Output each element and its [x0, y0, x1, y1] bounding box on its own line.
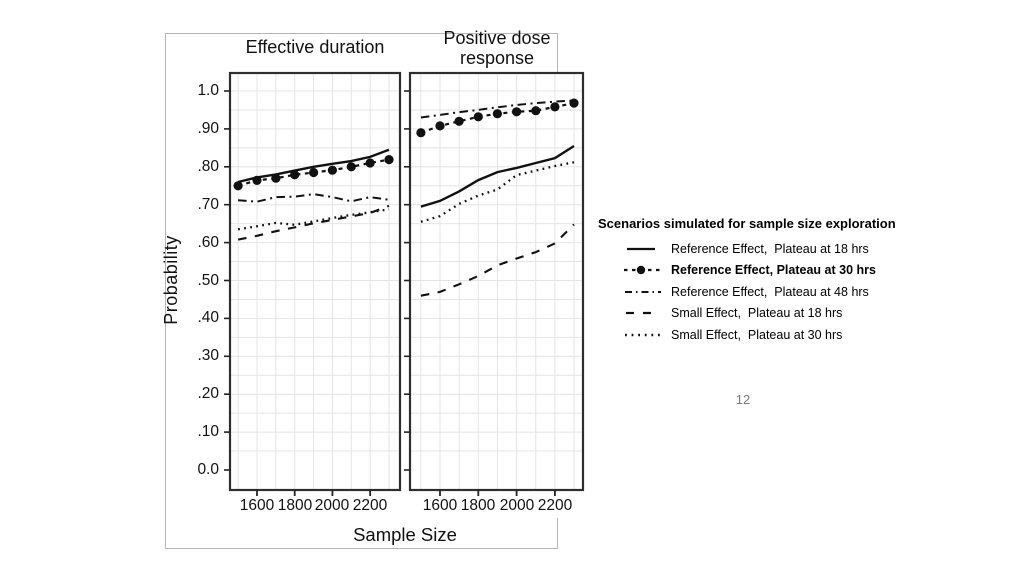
y-tick-label: .60	[197, 234, 219, 251]
panel-border	[228, 71, 402, 492]
panel-bg	[230, 73, 400, 490]
legend-item-label: Reference Effect, Plateau at 18 hrs	[671, 241, 869, 256]
legend-item-0: Reference Effect, Plateau at 18 hrs	[598, 238, 950, 260]
legend-items: Reference Effect, Plateau at 18 hrs Refer…	[598, 238, 950, 346]
dash-dot-circle-line-swatch-icon	[624, 266, 662, 275]
dotted-line-swatch-icon	[625, 333, 661, 336]
legend-item-label: Small Effect, Plateau at 30 hrs	[671, 327, 843, 342]
legend-item-3: Small Effect, Plateau at 18 hrs	[598, 303, 950, 325]
series-line	[420, 144, 575, 208]
series-point	[416, 128, 426, 138]
x-tick-label: 2000	[314, 497, 350, 514]
series-point	[531, 106, 541, 116]
series-point	[569, 98, 579, 108]
y-tick-label: 1.0	[197, 82, 219, 99]
y-tick-label: .40	[197, 309, 219, 326]
series-point	[327, 165, 337, 175]
series-point	[365, 158, 375, 168]
series-point	[511, 107, 522, 117]
series-line	[420, 161, 575, 223]
panel-title-effective-duration: Effective duration	[245, 37, 385, 57]
x-tick-label: 2000	[499, 497, 535, 514]
series-point	[384, 155, 394, 165]
series-point	[271, 173, 281, 183]
y-tick-label: .50	[197, 272, 219, 289]
y-tick-label: .10	[197, 423, 219, 440]
legend-item-label: Reference Effect, Plateau at 30 hrs	[671, 263, 876, 278]
series-point	[233, 181, 243, 191]
series-line	[238, 193, 390, 203]
x-tick-label: 1600	[422, 497, 458, 514]
series-point	[550, 102, 560, 112]
x-tick-label: 2200	[537, 497, 573, 514]
solid-line-swatch-icon	[627, 247, 655, 250]
series-point	[290, 170, 300, 180]
series-point	[473, 112, 483, 122]
series-line	[420, 223, 575, 297]
legend-item-label: Small Effect, Plateau at 18 hrs	[671, 306, 843, 321]
x-tick-label: 1800	[277, 497, 313, 514]
dash-dash-dot-line-swatch-icon	[625, 290, 661, 293]
series-point	[454, 116, 464, 126]
panel-title-positive-dose-response: Positive dose response	[443, 28, 551, 68]
y-tick-label: .90	[197, 120, 219, 137]
y-tick-label: .20	[197, 385, 219, 402]
x-tick-label: 1800	[460, 497, 496, 514]
legend: Scenarios simulated for sample size expl…	[598, 216, 950, 346]
series-point	[309, 167, 319, 178]
long-dash-line-swatch-icon	[626, 312, 660, 315]
series-point	[435, 121, 445, 131]
legend-item-4: Small Effect, Plateau at 30 hrs	[598, 324, 950, 346]
y-tick-label: .70	[197, 196, 219, 213]
y-tick-label: 0.0	[197, 461, 219, 478]
legend-item-1: Reference Effect, Plateau at 30 hrs	[598, 260, 950, 282]
legend-title: Scenarios simulated for sample size expl…	[598, 216, 896, 231]
x-axis-label: Sample Size	[353, 524, 457, 545]
series-point	[252, 175, 262, 185]
series-line	[237, 208, 390, 231]
legend-item-2: Reference Effect, Plateau at 48 hrs	[598, 281, 950, 303]
series-line	[237, 148, 390, 184]
legend-item-label: Reference Effect, Plateau at 48 hrs	[671, 284, 869, 299]
panel-border	[408, 71, 585, 492]
series-point	[346, 162, 356, 172]
page-number: 12	[735, 392, 751, 407]
y-tick-label: .30	[197, 347, 219, 364]
y-tick-label: .80	[197, 158, 219, 175]
x-tick-label: 2200	[352, 497, 388, 514]
series-line	[420, 99, 575, 119]
x-tick-label: 1600	[239, 497, 275, 514]
series-point	[492, 109, 502, 119]
